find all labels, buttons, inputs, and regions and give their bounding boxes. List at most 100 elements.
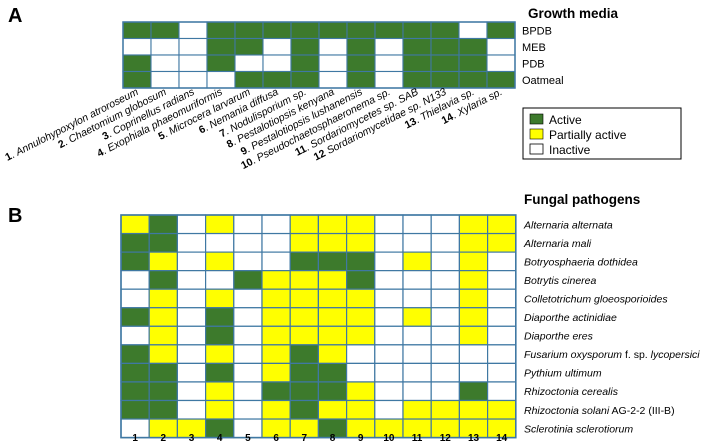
- heat-cell: [402, 381, 432, 402]
- growth-media-heading: Growth media: [528, 6, 619, 21]
- growth-media-row-label: Oatmeal: [522, 75, 564, 87]
- heat-cell: [346, 70, 376, 89]
- legend-swatch-inactive: [529, 143, 544, 155]
- heat-cell: [374, 214, 404, 235]
- heat-cell: [487, 251, 517, 272]
- heat-cell: [374, 270, 404, 290]
- heat-cell: [205, 270, 235, 290]
- pathogen-row-label: Rhizoctonia cerealis: [524, 386, 619, 398]
- heat-cell: [261, 288, 291, 309]
- heat-cell: [430, 21, 460, 40]
- heat-cell: [205, 399, 235, 420]
- heat-cell: [346, 251, 376, 272]
- heat-cell: [487, 307, 517, 327]
- heat-cell: [289, 251, 320, 272]
- heat-cell: [318, 70, 348, 89]
- legend-label-inactive: Inactive: [549, 143, 591, 157]
- heat-cell: [261, 399, 291, 420]
- heat-cell: [318, 37, 348, 56]
- column-number: 6: [273, 433, 279, 444]
- heat-cell: [402, 307, 432, 327]
- heat-cell: [176, 288, 207, 309]
- heat-cell: [346, 325, 376, 346]
- pathogen-row-label: Alternaria mali: [523, 238, 592, 250]
- heat-cell: [458, 54, 488, 73]
- heat-cell: [374, 54, 404, 73]
- legend-label-active: Active: [549, 113, 582, 127]
- heat-cell: [374, 307, 404, 327]
- heat-cell: [430, 70, 460, 89]
- heat-cell: [458, 70, 488, 89]
- heat-cell: [205, 362, 235, 383]
- heat-cell: [205, 251, 235, 272]
- heat-cell: [486, 21, 516, 40]
- heat-cell: [346, 344, 376, 365]
- heat-cell: [402, 70, 432, 89]
- heat-cell: [374, 251, 404, 272]
- heat-cell: [346, 214, 376, 235]
- heat-cell: [148, 362, 178, 383]
- heat-cell: [120, 325, 150, 346]
- pathogen-row-label: Pythium ultimum: [524, 368, 602, 380]
- heat-cell: [374, 37, 404, 56]
- heat-cell: [261, 381, 291, 402]
- heat-cell: [374, 381, 404, 402]
- heat-cell: [458, 307, 489, 327]
- heat-cell: [233, 251, 263, 272]
- heat-cell: [176, 232, 207, 253]
- heat-cell: [374, 232, 404, 253]
- column-number: 11: [412, 433, 423, 444]
- heat-cell: [487, 214, 517, 235]
- heat-cell: [148, 399, 178, 420]
- heat-cell: [205, 288, 235, 309]
- heat-cell: [402, 344, 432, 365]
- column-number: 1: [132, 433, 138, 444]
- heat-cell: [290, 70, 320, 89]
- growth-media-heatmap: [122, 21, 516, 89]
- heat-cell: [318, 21, 348, 40]
- heat-cell: [289, 381, 320, 402]
- heat-cell: [148, 251, 178, 272]
- column-number: 4: [217, 433, 223, 444]
- heat-cell: [346, 232, 376, 253]
- heat-cell: [261, 214, 291, 235]
- heat-cell: [176, 325, 207, 346]
- heat-cell: [289, 214, 320, 235]
- heat-cell: [402, 399, 432, 420]
- heat-cell: [290, 37, 320, 56]
- heat-cell: [120, 399, 150, 420]
- heat-cell: [402, 21, 432, 40]
- heat-cell: [205, 381, 235, 402]
- heat-cell: [150, 21, 180, 40]
- heatmap-border: [120, 214, 517, 439]
- heat-cell: [122, 54, 152, 73]
- heat-cell: [206, 54, 236, 73]
- heat-cell: [317, 288, 348, 309]
- heat-cell: [430, 37, 460, 56]
- heat-cell: [402, 251, 432, 272]
- heat-cell: [233, 325, 263, 346]
- pathogen-row-label: Fusarium oxysporum f. sp. lycopersici: [524, 349, 700, 361]
- heat-cell: [458, 270, 489, 290]
- heat-cell: [430, 232, 461, 253]
- column-number: 2: [161, 433, 167, 444]
- heat-cell: [458, 232, 489, 253]
- heat-cell: [289, 307, 320, 327]
- heat-cell: [122, 37, 152, 56]
- heat-cell: [120, 270, 150, 290]
- heat-cell: [458, 214, 489, 235]
- heat-cell: [487, 270, 517, 290]
- heat-cell: [317, 307, 348, 327]
- column-number: 13: [468, 433, 480, 444]
- heat-cell: [289, 325, 320, 346]
- heat-cell: [233, 307, 263, 327]
- heat-cell: [458, 344, 489, 365]
- heat-cell: [374, 70, 404, 89]
- heat-cell: [148, 344, 178, 365]
- heat-cell: [233, 214, 263, 235]
- heat-cell: [346, 37, 376, 56]
- heat-cell: [148, 214, 178, 235]
- heat-cell: [178, 37, 208, 56]
- heat-cell: [402, 232, 432, 253]
